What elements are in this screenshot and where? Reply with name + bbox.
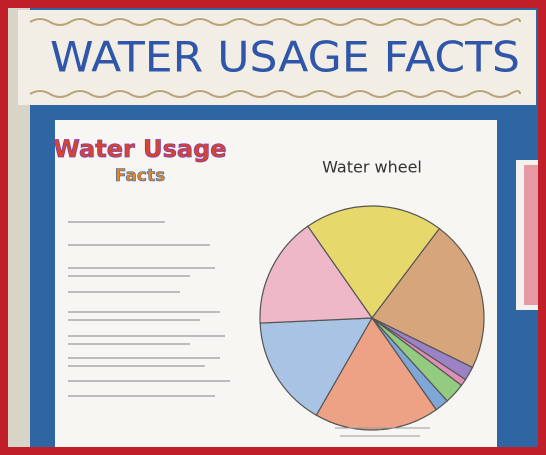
pie-chart — [260, 206, 484, 430]
page: {"banner": {"title": "WATER USAGE FACTS"… — [0, 0, 546, 455]
poster-title: Water Usage — [53, 135, 226, 163]
banner-title: WATER USAGE FACTS — [50, 33, 520, 82]
photo: WATER USAGE FACTS Water Usage Facts Wate… — [0, 0, 546, 455]
poster-subtitle: Facts — [115, 166, 165, 186]
pie-title: Water wheel — [322, 158, 422, 177]
